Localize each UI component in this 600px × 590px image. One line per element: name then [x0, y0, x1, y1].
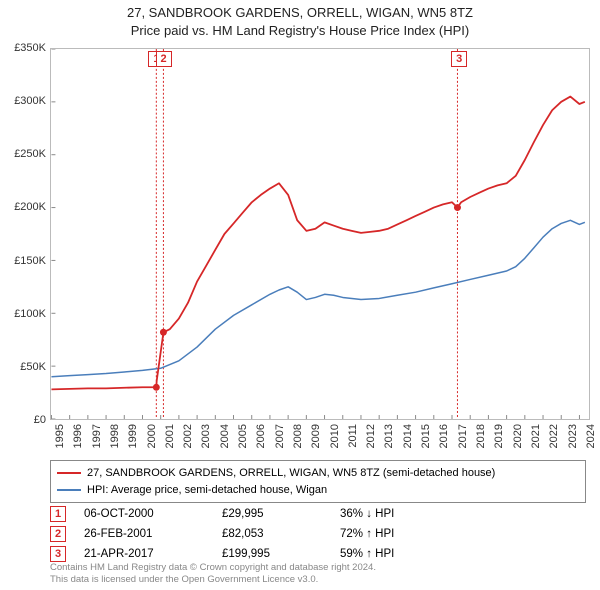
footer-line2: This data is licensed under the Open Gov… — [50, 574, 376, 586]
x-tick-label: 2021 — [530, 424, 542, 448]
y-tick-label: £250K — [14, 148, 46, 160]
x-tick-label: 1996 — [72, 424, 84, 448]
y-tick-label: £0 — [34, 414, 46, 426]
sales-table: 1 06-OCT-2000 £29,995 36% ↓ HPI 2 26-FEB… — [50, 502, 590, 566]
sales-row: 3 21-APR-2017 £199,995 59% ↑ HPI — [50, 546, 590, 562]
chart-plot-area: 123 — [50, 48, 590, 420]
sale-date: 21-APR-2017 — [84, 548, 204, 560]
footer-attribution: Contains HM Land Registry data © Crown c… — [50, 562, 376, 587]
sale-marker-flag: 2 — [156, 51, 172, 67]
sales-row: 1 06-OCT-2000 £29,995 36% ↓ HPI — [50, 506, 590, 522]
y-tick-label: £350K — [14, 42, 46, 54]
x-tick-label: 2018 — [475, 424, 487, 448]
legend-swatch-hpi — [57, 489, 81, 491]
x-tick-label: 2024 — [585, 424, 597, 448]
x-tick-label: 2005 — [237, 424, 249, 448]
y-tick-label: £100K — [14, 308, 46, 320]
x-tick-label: 2015 — [420, 424, 432, 448]
sale-price: £199,995 — [222, 548, 322, 560]
x-tick-label: 1999 — [127, 424, 139, 448]
x-tick-label: 2011 — [347, 424, 359, 448]
legend-label-property: 27, SANDBROOK GARDENS, ORRELL, WIGAN, WN… — [87, 465, 495, 482]
x-tick-label: 2019 — [493, 424, 505, 448]
x-tick-label: 2013 — [383, 424, 395, 448]
chart-legend: 27, SANDBROOK GARDENS, ORRELL, WIGAN, WN… — [50, 460, 586, 503]
sale-hpi: 72% ↑ HPI — [340, 528, 460, 540]
title-address: 27, SANDBROOK GARDENS, ORRELL, WIGAN, WN… — [0, 4, 600, 22]
x-tick-label: 2007 — [274, 424, 286, 448]
x-tick-label: 2002 — [182, 424, 194, 448]
sale-date: 06-OCT-2000 — [84, 508, 204, 520]
y-tick-label: £200K — [14, 201, 46, 213]
x-tick-label: 2010 — [329, 424, 341, 448]
x-tick-label: 2009 — [310, 424, 322, 448]
x-tick-label: 2017 — [457, 424, 469, 448]
x-tick-label: 1995 — [54, 424, 66, 448]
sale-badge: 3 — [50, 546, 66, 562]
legend-swatch-property — [57, 472, 81, 474]
sales-row: 2 26-FEB-2001 £82,053 72% ↑ HPI — [50, 526, 590, 542]
x-tick-label: 2014 — [402, 424, 414, 448]
sale-badge: 2 — [50, 526, 66, 542]
legend-label-hpi: HPI: Average price, semi-detached house,… — [87, 482, 327, 499]
legend-item-hpi: HPI: Average price, semi-detached house,… — [57, 482, 579, 499]
x-tick-label: 2020 — [512, 424, 524, 448]
y-tick-label: £300K — [14, 95, 46, 107]
chart-title-block: 27, SANDBROOK GARDENS, ORRELL, WIGAN, WN… — [0, 0, 600, 42]
y-tick-label: £50K — [20, 361, 46, 373]
x-tick-label: 2006 — [255, 424, 267, 448]
chart-svg — [51, 49, 589, 419]
x-tick-label: 2012 — [365, 424, 377, 448]
legend-item-property: 27, SANDBROOK GARDENS, ORRELL, WIGAN, WN… — [57, 465, 579, 482]
sale-price: £82,053 — [222, 528, 322, 540]
title-subtitle: Price paid vs. HM Land Registry's House … — [0, 22, 600, 40]
x-tick-label: 1998 — [109, 424, 121, 448]
sale-date: 26-FEB-2001 — [84, 528, 204, 540]
x-tick-label: 2023 — [567, 424, 579, 448]
sale-hpi: 36% ↓ HPI — [340, 508, 460, 520]
x-tick-label: 2003 — [200, 424, 212, 448]
sale-badge: 1 — [50, 506, 66, 522]
sale-marker-flag: 3 — [451, 51, 467, 67]
sale-price: £29,995 — [222, 508, 322, 520]
x-tick-label: 2022 — [548, 424, 560, 448]
footer-line1: Contains HM Land Registry data © Crown c… — [50, 562, 376, 574]
x-tick-label: 1997 — [91, 424, 103, 448]
y-tick-label: £150K — [14, 255, 46, 267]
sale-hpi: 59% ↑ HPI — [340, 548, 460, 560]
x-tick-label: 2008 — [292, 424, 304, 448]
x-tick-label: 2001 — [164, 424, 176, 448]
x-tick-label: 2016 — [438, 424, 450, 448]
x-tick-label: 2004 — [219, 424, 231, 448]
x-tick-label: 2000 — [146, 424, 158, 448]
